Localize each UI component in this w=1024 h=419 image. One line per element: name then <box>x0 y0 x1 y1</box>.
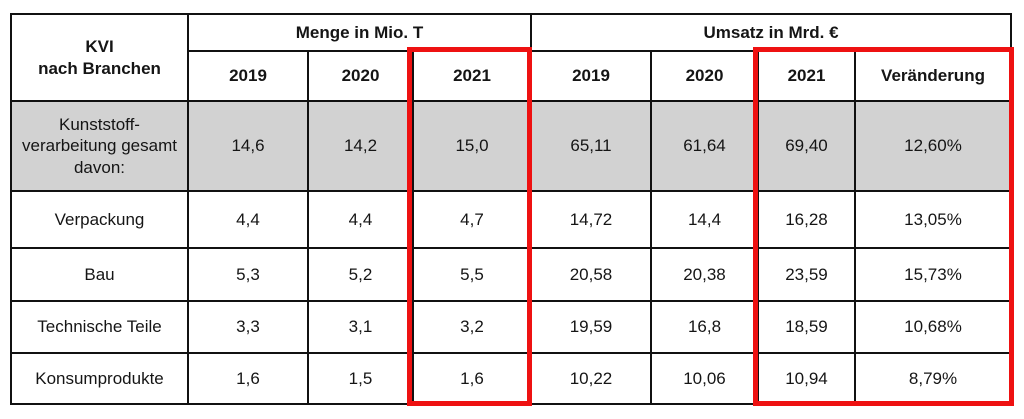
row-label: Bau <box>10 247 189 302</box>
data-cell: 65,11 <box>530 100 652 192</box>
table-row-konsumprodukte: Konsumprodukte 1,6 1,5 1,6 10,22 10,06 1… <box>10 352 1013 405</box>
data-cell: 16,28 <box>757 190 856 249</box>
data-cell: 5,3 <box>187 247 309 302</box>
table-row-verpackung: Verpackung 4,4 4,4 4,7 14,72 14,4 16,28 … <box>10 190 1013 249</box>
row-label: Kunststoff- verarbeitung gesamt davon: <box>10 100 189 192</box>
kvi-branchen-table: KVI nach Branchen Menge in Mio. T Umsatz… <box>10 13 1013 405</box>
year-header-menge-2019: 2019 <box>187 50 309 102</box>
data-cell: 15,0 <box>412 100 532 192</box>
group-header-umsatz: Umsatz in Mrd. € <box>529 13 1013 52</box>
data-cell: 3,1 <box>307 300 414 354</box>
data-cell: 20,58 <box>530 247 652 302</box>
data-cell: 10,06 <box>650 352 759 405</box>
data-cell: 14,72 <box>530 190 652 249</box>
year-header-menge-2020: 2020 <box>307 50 414 102</box>
data-cell: 61,64 <box>650 100 759 192</box>
data-cell: 1,5 <box>307 352 414 405</box>
data-cell: 5,2 <box>307 247 414 302</box>
data-cell: 5,5 <box>412 247 532 302</box>
header-group-row: KVI nach Branchen Menge in Mio. T Umsatz… <box>10 13 1013 102</box>
data-cell: 8,79% <box>853 352 1013 405</box>
data-cell: 4,4 <box>187 190 309 249</box>
data-cell: 23,59 <box>757 247 856 302</box>
data-cell: 4,4 <box>307 190 414 249</box>
data-cell: 10,94 <box>757 352 856 405</box>
table-row-bau: Bau 5,3 5,2 5,5 20,58 20,38 23,59 15,73% <box>10 247 1013 302</box>
year-header-umsatz-2019: 2019 <box>530 50 652 102</box>
row-label: Konsumprodukte <box>10 352 189 405</box>
data-cell: 1,6 <box>412 352 532 405</box>
data-cell: 3,3 <box>187 300 309 354</box>
data-cell: 10,68% <box>853 300 1013 354</box>
data-cell: 14,6 <box>187 100 309 192</box>
data-cell: 20,38 <box>650 247 759 302</box>
table-row-gesamt: Kunststoff- verarbeitung gesamt davon: 1… <box>10 100 1013 192</box>
data-cell: 18,59 <box>757 300 856 354</box>
year-header-umsatz-2021: 2021 <box>757 50 856 102</box>
data-cell: 4,7 <box>412 190 532 249</box>
year-header-umsatz-2020: 2020 <box>650 50 759 102</box>
data-cell: 10,22 <box>530 352 652 405</box>
data-cell: 15,73% <box>853 247 1013 302</box>
data-cell: 12,60% <box>853 100 1013 192</box>
group-header-menge: Menge in Mio. T <box>187 13 532 52</box>
data-cell: 19,59 <box>530 300 652 354</box>
data-cell: 14,4 <box>650 190 759 249</box>
row-label: Verpackung <box>10 190 189 249</box>
data-cell: 14,2 <box>307 100 414 192</box>
data-cell: 3,2 <box>412 300 532 354</box>
data-cell: 1,6 <box>187 352 309 405</box>
data-cell: 69,40 <box>757 100 856 192</box>
year-header-menge-2021: 2021 <box>412 50 532 102</box>
veraenderung-header: Veränderung <box>853 50 1013 102</box>
table-row-technische-teile: Technische Teile 3,3 3,1 3,2 19,59 16,8 … <box>10 300 1013 354</box>
corner-header: KVI nach Branchen <box>10 13 189 102</box>
data-cell: 16,8 <box>650 300 759 354</box>
data-cell: 13,05% <box>853 190 1013 249</box>
row-label: Technische Teile <box>10 300 189 354</box>
